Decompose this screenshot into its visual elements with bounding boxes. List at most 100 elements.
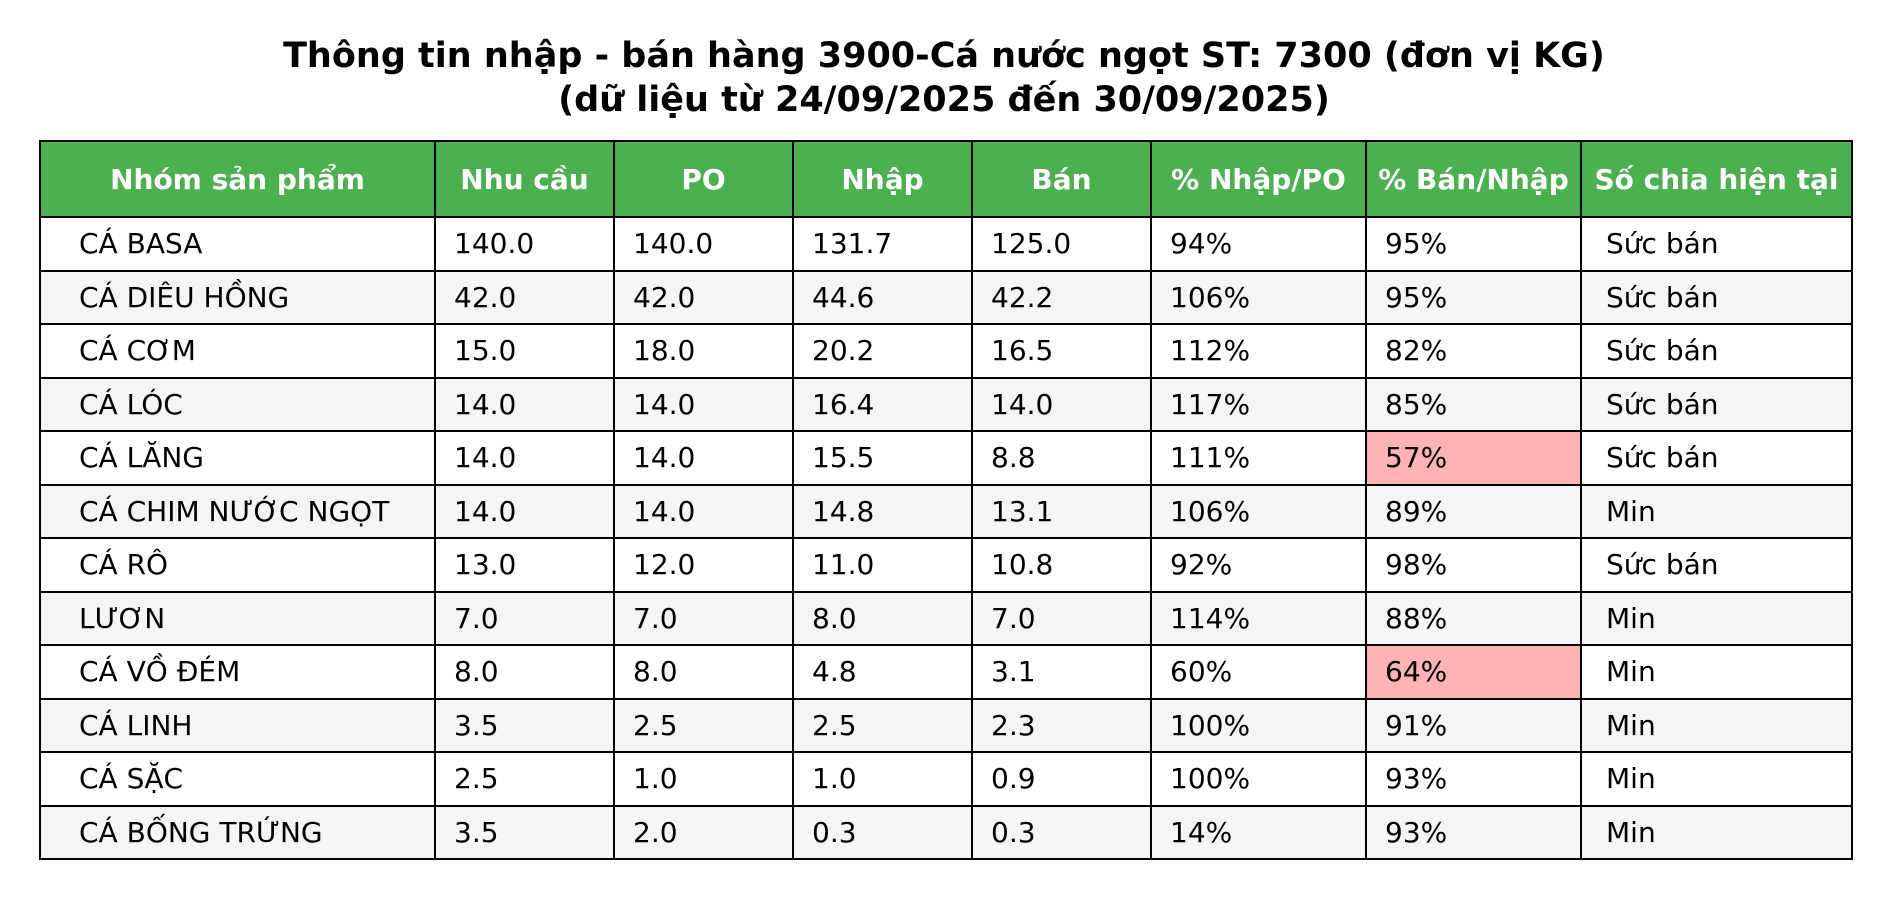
data-table: Nhóm sản phẩm Nhu cầu PO Nhập Bán % Nhập…: [39, 140, 1853, 860]
title-line-1: Thông tin nhập - bán hàng 3900-Cá nước n…: [283, 36, 1605, 76]
table-cell: 15.0: [434, 323, 615, 379]
table-cell: 14%: [1150, 804, 1367, 860]
table-cell: 7.0: [971, 590, 1152, 646]
table-cell: 93%: [1365, 804, 1582, 860]
table-cell: 1.0: [613, 751, 794, 807]
table-cell: 2.3: [971, 697, 1152, 753]
table-cell: 0.9: [971, 751, 1152, 807]
table-cell: Sức bán: [1580, 537, 1853, 593]
table-cell: CÁ CƠM: [39, 323, 436, 379]
table-cell: 2.0: [613, 804, 794, 860]
page-title: Thông tin nhập - bán hàng 3900-Cá nước n…: [0, 34, 1888, 122]
table-cell: 3.5: [434, 697, 615, 753]
table-cell: 94%: [1150, 216, 1367, 272]
table-row: CÁ RÔ 13.0 12.0 11.0 10.8 92% 98% Sức bán: [39, 537, 1853, 593]
table-cell: CÁ BỐNG TRỨNG: [39, 804, 436, 860]
table-cell: Min: [1580, 697, 1853, 753]
column-header: Số chia hiện tại: [1580, 140, 1853, 218]
table-cell: Sức bán: [1580, 376, 1853, 432]
table-row: CÁ BASA 140.0 140.0 131.7 125.0 94% 95% Sức bán: [39, 216, 1853, 272]
table-cell: 14.0: [434, 430, 615, 486]
table-cell: CÁ DIÊU HỒNG: [39, 269, 436, 325]
table-cell: 57%: [1365, 430, 1582, 486]
table-cell: 4.8: [792, 644, 973, 700]
table-row: CÁ CHIM NƯỚC NGỌT 14.0 14.0 14.8 13.1 106% 89%…: [39, 483, 1853, 539]
table-cell: 13.1: [971, 483, 1152, 539]
table-cell: 60%: [1150, 644, 1367, 700]
table-cell: 3.5: [434, 804, 615, 860]
table-cell: 8.0: [434, 644, 615, 700]
table-cell: 2.5: [613, 697, 794, 753]
table-cell: 82%: [1365, 323, 1582, 379]
table-row: CÁ BỐNG TRỨNG 3.5 2.0 0.3 0.3 14% 93% Min: [39, 804, 1853, 860]
table-cell: 117%: [1150, 376, 1367, 432]
table-cell: 8.0: [613, 644, 794, 700]
table-cell: 100%: [1150, 751, 1367, 807]
column-header: % Nhập/PO: [1150, 140, 1367, 218]
table-cell: 12.0: [613, 537, 794, 593]
table-cell: 7.0: [613, 590, 794, 646]
table-cell: CÁ BASA: [39, 216, 436, 272]
table-cell: 91%: [1365, 697, 1582, 753]
table-row: CÁ CƠM 15.0 18.0 20.2 16.5 112% 82% Sức bán: [39, 323, 1853, 379]
table-cell: Min: [1580, 751, 1853, 807]
header-row: Nhóm sản phẩm Nhu cầu PO Nhập Bán % Nhập…: [39, 140, 1853, 218]
table-cell: 8.8: [971, 430, 1152, 486]
table-row: CÁ LĂNG 14.0 14.0 15.5 8.8 111% 57% Sức bán: [39, 430, 1853, 486]
table-cell: 64%: [1365, 644, 1582, 700]
table-cell: 1.0: [792, 751, 973, 807]
column-header: Nhập: [792, 140, 973, 218]
table-cell: 11.0: [792, 537, 973, 593]
table-cell: CÁ SẶC: [39, 751, 436, 807]
table-cell: 88%: [1365, 590, 1582, 646]
table-cell: Min: [1580, 483, 1853, 539]
table-cell: 7.0: [434, 590, 615, 646]
table-cell: 42.0: [613, 269, 794, 325]
table-cell: 2.5: [434, 751, 615, 807]
table-cell: 92%: [1150, 537, 1367, 593]
table-cell: Min: [1580, 590, 1853, 646]
table-cell: 14.0: [613, 430, 794, 486]
table-cell: CÁ LĂNG: [39, 430, 436, 486]
table-cell: 15.5: [792, 430, 973, 486]
table-row: CÁ VỒ ĐÉM 8.0 8.0 4.8 3.1 60% 64% Min: [39, 644, 1853, 700]
table-cell: 14.8: [792, 483, 973, 539]
table-cell: 14.0: [434, 376, 615, 432]
table-cell: 14.0: [971, 376, 1152, 432]
table-cell: 10.8: [971, 537, 1152, 593]
table-row: CÁ LINH 3.5 2.5 2.5 2.3 100% 91% Min: [39, 697, 1853, 753]
column-header: % Bán/Nhập: [1365, 140, 1582, 218]
table-cell: 42.2: [971, 269, 1152, 325]
table-cell: CÁ RÔ: [39, 537, 436, 593]
table-cell: Min: [1580, 804, 1853, 860]
table-cell: 0.3: [792, 804, 973, 860]
table-cell: 131.7: [792, 216, 973, 272]
table-cell: 44.6: [792, 269, 973, 325]
table-cell: Sức bán: [1580, 323, 1853, 379]
column-header: Bán: [971, 140, 1152, 218]
column-header: PO: [613, 140, 794, 218]
table-cell: 140.0: [613, 216, 794, 272]
table-cell: 8.0: [792, 590, 973, 646]
table-row: CÁ DIÊU HỒNG 42.0 42.0 44.6 42.2 106% 95% Sức b…: [39, 269, 1853, 325]
table-cell: 89%: [1365, 483, 1582, 539]
table-row: CÁ SẶC 2.5 1.0 1.0 0.9 100% 93% Min: [39, 751, 1853, 807]
table-cell: 16.5: [971, 323, 1152, 379]
table-cell: 125.0: [971, 216, 1152, 272]
table-cell: 114%: [1150, 590, 1367, 646]
table-cell: 20.2: [792, 323, 973, 379]
title-line-2: (dữ liệu từ 24/09/2025 đến 30/09/2025): [558, 80, 1330, 120]
table-cell: 140.0: [434, 216, 615, 272]
table-row: CÁ LÓC 14.0 14.0 16.4 14.0 117% 85% Sức bán: [39, 376, 1853, 432]
table-cell: 2.5: [792, 697, 973, 753]
table-cell: 42.0: [434, 269, 615, 325]
table-cell: 93%: [1365, 751, 1582, 807]
table-cell: 95%: [1365, 269, 1582, 325]
table-cell: CÁ LINH: [39, 697, 436, 753]
table-cell: 106%: [1150, 269, 1367, 325]
table-cell: 111%: [1150, 430, 1367, 486]
table-cell: 100%: [1150, 697, 1367, 753]
table-cell: 18.0: [613, 323, 794, 379]
table-cell: Sức bán: [1580, 269, 1853, 325]
table-cell: CÁ LÓC: [39, 376, 436, 432]
